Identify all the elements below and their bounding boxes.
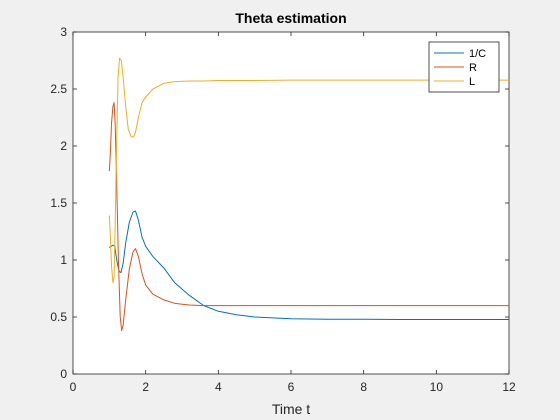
x-tick-label: 8 xyxy=(360,380,367,394)
y-tick-label: 1.5 xyxy=(50,196,67,210)
x-axis-label: Time t xyxy=(272,401,310,417)
legend-label: 1/C xyxy=(469,48,486,60)
y-tick-label: 2.5 xyxy=(50,82,67,96)
legend: 1/C RL xyxy=(428,41,500,93)
y-tick-label: 2 xyxy=(60,139,67,153)
x-axis-ticks: 0 2 4 6 8 10 12 xyxy=(70,32,516,394)
x-tick-label: 6 xyxy=(288,380,295,394)
x-tick-label: 10 xyxy=(430,380,444,394)
y-tick-label: 0 xyxy=(60,367,67,381)
series-layer xyxy=(108,57,509,332)
y-tick-label: 1 xyxy=(60,253,67,267)
series-line-r xyxy=(108,102,509,332)
y-axis-ticks: 0 0.5 1 1.5 2 2.5 3 xyxy=(50,25,509,381)
x-tick-label: 12 xyxy=(502,380,516,394)
series-line-l xyxy=(108,57,509,284)
x-tick-label: 2 xyxy=(142,380,149,394)
y-tick-label: 0.5 xyxy=(50,310,67,324)
series-line-1-c xyxy=(109,210,509,321)
x-tick-label: 0 xyxy=(70,380,77,394)
chart-title: Theta estimation xyxy=(235,10,346,26)
legend-label: R xyxy=(469,62,477,74)
x-tick-label: 4 xyxy=(215,380,222,394)
y-tick-label: 3 xyxy=(60,25,67,39)
legend-label: L xyxy=(469,76,475,88)
